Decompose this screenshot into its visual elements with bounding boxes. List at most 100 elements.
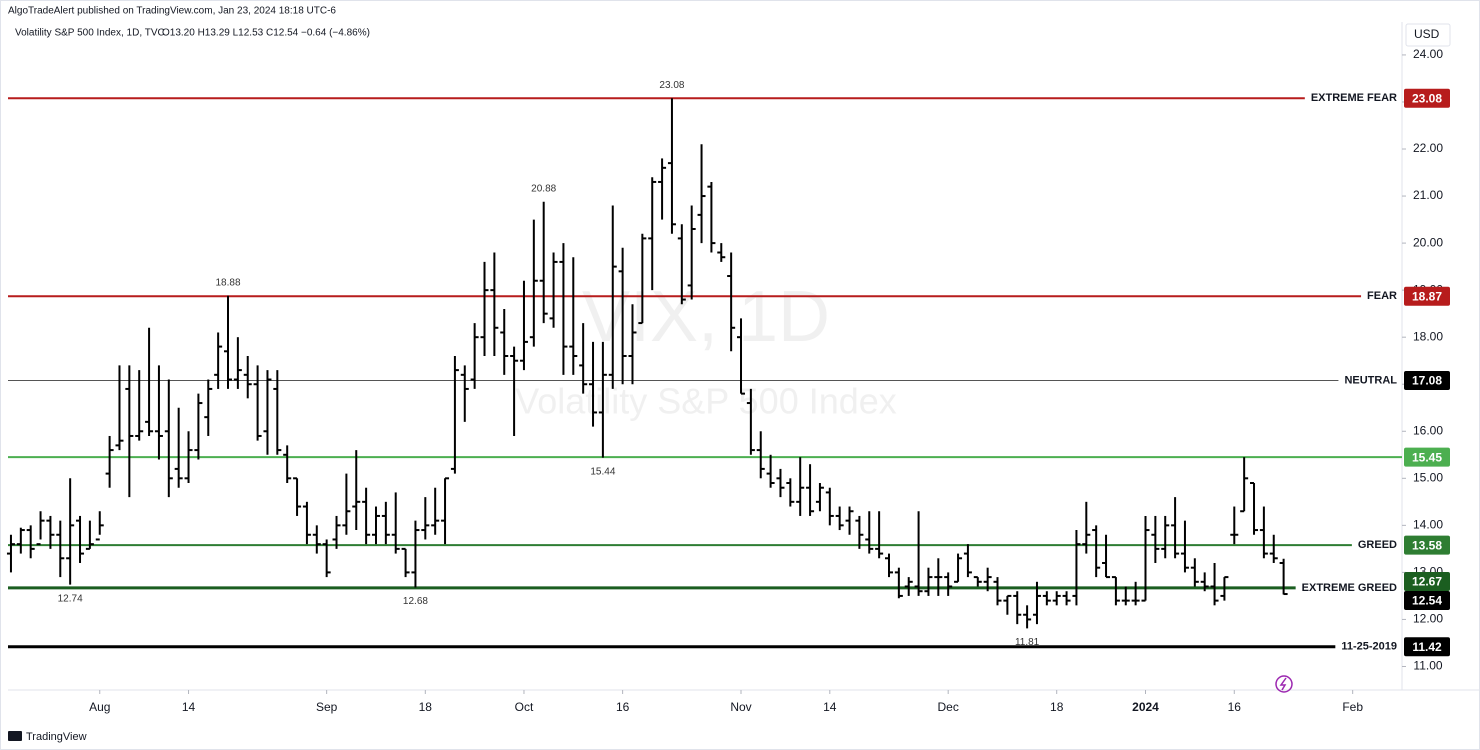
ohlc-bar	[766, 454, 775, 488]
ohlc-bar	[381, 501, 390, 545]
ohlc-bar	[1210, 562, 1219, 606]
y-tick-label: 15.00	[1413, 470, 1443, 484]
publisher: AlgoTradeAlert published on TradingView.…	[8, 6, 336, 17]
ohlc-bar	[401, 547, 410, 578]
ohlc-bar	[973, 576, 982, 587]
ohlc-bar	[332, 515, 341, 549]
ohlc-bar	[46, 515, 55, 549]
extreme-label: 12.68	[403, 596, 428, 607]
level-label: EXTREME GREED	[1302, 582, 1397, 594]
level-label: NEUTRAL	[1344, 374, 1397, 386]
ohlc-bar	[539, 201, 548, 324]
price-box	[1404, 286, 1450, 306]
ohlc-bar	[884, 553, 893, 578]
ohlc-bar	[1003, 594, 1012, 615]
extreme-label: 18.88	[215, 277, 240, 288]
x-tick-label: 18	[1050, 700, 1064, 714]
ohlc-bar	[36, 511, 45, 546]
ohlc-bar	[164, 379, 173, 498]
price-box	[1404, 637, 1450, 657]
ohlc-bar	[549, 252, 558, 328]
ohlc-bar	[697, 144, 706, 244]
ohlc-bar	[154, 365, 163, 460]
legend: Volatility S&P 500 Index, 1D, TVC	[15, 28, 165, 39]
x-tick-label: 16	[616, 700, 630, 714]
ohlc-bar	[855, 515, 864, 549]
extreme-label: 20.88	[531, 183, 556, 194]
ohlc-bar	[273, 370, 282, 455]
ohlc-bar	[963, 544, 972, 578]
y-tick-label: 14.00	[1413, 518, 1443, 532]
ohlc-bar	[825, 487, 834, 526]
ohlc-bar	[95, 511, 104, 541]
ohlc-bar	[391, 492, 400, 554]
ohlc-bar	[362, 487, 371, 545]
ohlc-bar	[312, 525, 321, 554]
ohlc-bar	[618, 247, 627, 385]
ohlc-bar	[598, 341, 607, 458]
ohlc-bar	[707, 181, 716, 253]
ohlc-bar	[835, 506, 844, 531]
price-box	[1404, 88, 1450, 108]
level-label: FEAR	[1367, 290, 1397, 302]
x-tick-label: 2024	[1132, 700, 1159, 714]
ohlc-bar	[677, 224, 686, 305]
ohlc-bar	[76, 515, 85, 563]
x-tick-label: Sep	[316, 700, 338, 714]
ohlc-bar	[1131, 581, 1140, 606]
ohlc-bar	[638, 233, 647, 325]
extreme-label: 23.08	[659, 80, 684, 91]
ohlc-bar	[253, 365, 262, 441]
ohlc-bar	[1269, 534, 1278, 563]
ohlc-bar	[1250, 482, 1259, 535]
ohlc-bar	[1121, 586, 1130, 606]
ohlc-bar	[993, 577, 1002, 606]
ohlc-bar	[1102, 534, 1111, 579]
x-tick-label: Aug	[89, 700, 110, 714]
ohlc-bar	[687, 205, 696, 300]
y-tick-label: 21.00	[1413, 188, 1443, 202]
ohlc-bar	[145, 327, 154, 436]
ohlc-bar	[1240, 457, 1249, 513]
ohlc-bar	[904, 577, 913, 596]
ohlc-bar	[1032, 581, 1041, 625]
ohlc-bar	[1151, 515, 1160, 563]
ohlc-bar	[26, 525, 35, 559]
x-tick-label: 14	[823, 700, 837, 714]
ohlc-bar	[214, 332, 223, 389]
y-tick-label: 18.00	[1413, 329, 1443, 343]
ohlc-bar	[85, 520, 94, 550]
ohlc-bar	[954, 553, 963, 583]
ohlc-bar	[66, 478, 75, 585]
ohlc-bar	[1161, 515, 1170, 559]
ohlc-bar	[421, 497, 430, 540]
alert-icon[interactable]	[1275, 675, 1293, 693]
ohlc-bar	[1013, 591, 1022, 625]
extreme-label: 15.44	[590, 466, 615, 477]
ohlc-bar	[589, 341, 598, 427]
extreme-label: 11.81	[1015, 637, 1040, 648]
ohlc-bar	[983, 567, 992, 592]
y-tick-label: 12.00	[1413, 612, 1443, 626]
price-box-label: 15.45	[1412, 450, 1442, 464]
ohlc-bar	[717, 243, 726, 262]
ohlc-bar	[737, 318, 746, 395]
y-tick-label: 24.00	[1413, 47, 1443, 61]
ohlc-bar	[658, 158, 667, 220]
ohlc-bar	[302, 501, 311, 545]
ohlc-bar	[431, 487, 440, 535]
y-tick-label: 11.00	[1413, 659, 1442, 673]
ohlc-bar	[480, 261, 489, 356]
watermark-subtitle: Volatility S&P 500 Index	[515, 381, 897, 422]
ohlc-bar	[233, 337, 242, 389]
ohlc-bar	[243, 356, 252, 399]
ohlc-bar	[470, 323, 479, 389]
ohlc-bar	[263, 370, 272, 455]
ohlc-bar	[56, 520, 65, 578]
ohlc-bar	[460, 365, 469, 422]
level-label: EXTREME FEAR	[1311, 92, 1397, 104]
ohlc-bar	[293, 477, 302, 516]
ohlc-bar	[1052, 591, 1061, 606]
price-box-label: 17.08	[1412, 374, 1442, 388]
